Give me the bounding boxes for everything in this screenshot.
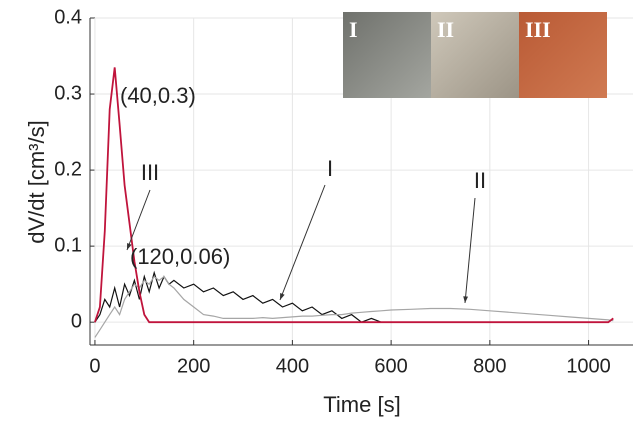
x-tick-label: 600 — [374, 355, 407, 377]
series-label: I — [327, 156, 333, 181]
annotation: (40,0.3) — [120, 83, 196, 108]
series-line — [94, 275, 614, 338]
arrow-head — [280, 293, 285, 300]
x-tick-label: 800 — [473, 355, 506, 377]
series-line — [94, 67, 614, 324]
x-tick-label: 400 — [276, 355, 309, 377]
x-tick-label: 0 — [89, 355, 100, 377]
y-tick-label: 0.3 — [54, 82, 82, 104]
inset-image — [519, 12, 607, 98]
arrow — [279, 184, 326, 301]
arrow-head — [463, 296, 469, 303]
y-tick-label: 0.1 — [54, 234, 82, 256]
inset-image — [343, 12, 431, 98]
x-axis-label: Time [s] — [323, 392, 400, 417]
series-line — [94, 270, 382, 323]
inset-label: I — [349, 17, 358, 42]
inset-label: III — [525, 17, 551, 42]
y-axis-label: dV/dt [cm³/s] — [24, 120, 49, 243]
y-tick-label: 0 — [71, 310, 82, 332]
y-tick-label: 0.2 — [54, 158, 82, 180]
x-tick-label: 200 — [177, 355, 210, 377]
series-label: III — [141, 160, 159, 185]
inset-label: II — [437, 17, 454, 42]
arrow — [464, 197, 476, 304]
series-label: II — [474, 168, 486, 193]
annotation: (120,0.06) — [130, 244, 230, 269]
arrow — [126, 189, 151, 251]
arrow-head — [127, 243, 132, 250]
inset-image — [431, 12, 519, 98]
x-tick-label: 1000 — [566, 355, 611, 377]
y-tick-label: 0.4 — [54, 6, 82, 28]
